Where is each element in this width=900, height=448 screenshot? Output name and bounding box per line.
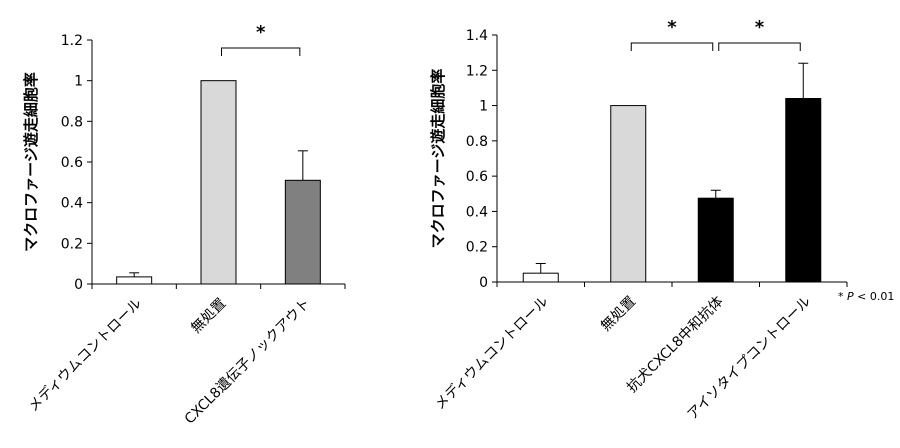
bar xyxy=(522,272,559,283)
y-tick-label: 0.8 xyxy=(466,134,488,150)
x-category-label: メディウムコントロール xyxy=(25,295,145,415)
y-tick-label: 0.4 xyxy=(466,204,488,220)
y-tick-label: 0.6 xyxy=(61,155,83,171)
y-tick-label: 0.2 xyxy=(61,236,83,252)
y-tick-label: 1.2 xyxy=(61,33,83,49)
footnote: * P < 0.01 xyxy=(838,290,894,303)
y-axis-label: マクロファージ遊走細胞率 xyxy=(22,72,40,252)
bar xyxy=(785,98,822,283)
x-category-label: 無処置 xyxy=(188,296,229,337)
significance-bracket xyxy=(718,42,801,51)
x-category-label: メディウムコントロール xyxy=(431,293,551,413)
chart-right: マクロファージ遊走細胞率 0 0.2 0.4 0.6 0.8 1 1.2 1.4 メディウムコント… xyxy=(429,17,848,423)
y-tick-label: 0 xyxy=(74,277,83,293)
footnote-p: P xyxy=(847,290,854,303)
significance-marker: * xyxy=(256,22,266,43)
significance-marker: * xyxy=(667,17,677,38)
y-tick-label: 1 xyxy=(479,99,488,115)
x-category-label: 抗犬CXCL8中和抗体 xyxy=(624,294,726,396)
bar xyxy=(284,179,321,285)
chart-left: マクロファージ遊走細胞率 0 0.2 0.4 0.6 0.8 1 1.2 メディウムコントロール… xyxy=(22,22,346,427)
y-tick-label: 0.4 xyxy=(61,196,83,212)
footnote-prefix: * xyxy=(838,290,847,303)
bar xyxy=(610,105,647,283)
significance-bracket xyxy=(221,47,301,56)
y-axis-label: マクロファージ遊走細胞率 xyxy=(429,69,447,249)
footnote-suffix: < 0.01 xyxy=(854,290,895,303)
significance-bracket xyxy=(630,42,714,51)
y-tick-label: 0.2 xyxy=(466,240,488,256)
y-tick-label: 0.6 xyxy=(466,169,488,185)
x-category-label: 無処置 xyxy=(598,294,639,335)
bar xyxy=(116,276,153,285)
y-tick-label: 1.2 xyxy=(466,63,488,79)
bar xyxy=(200,80,237,285)
y-tick-label: 1.4 xyxy=(466,28,488,44)
significance-marker: * xyxy=(755,17,765,38)
y-tick-label: 1 xyxy=(74,74,83,90)
y-tick-label: 0.8 xyxy=(61,114,83,130)
bar xyxy=(697,197,734,283)
y-tick-label: 0 xyxy=(479,275,488,291)
